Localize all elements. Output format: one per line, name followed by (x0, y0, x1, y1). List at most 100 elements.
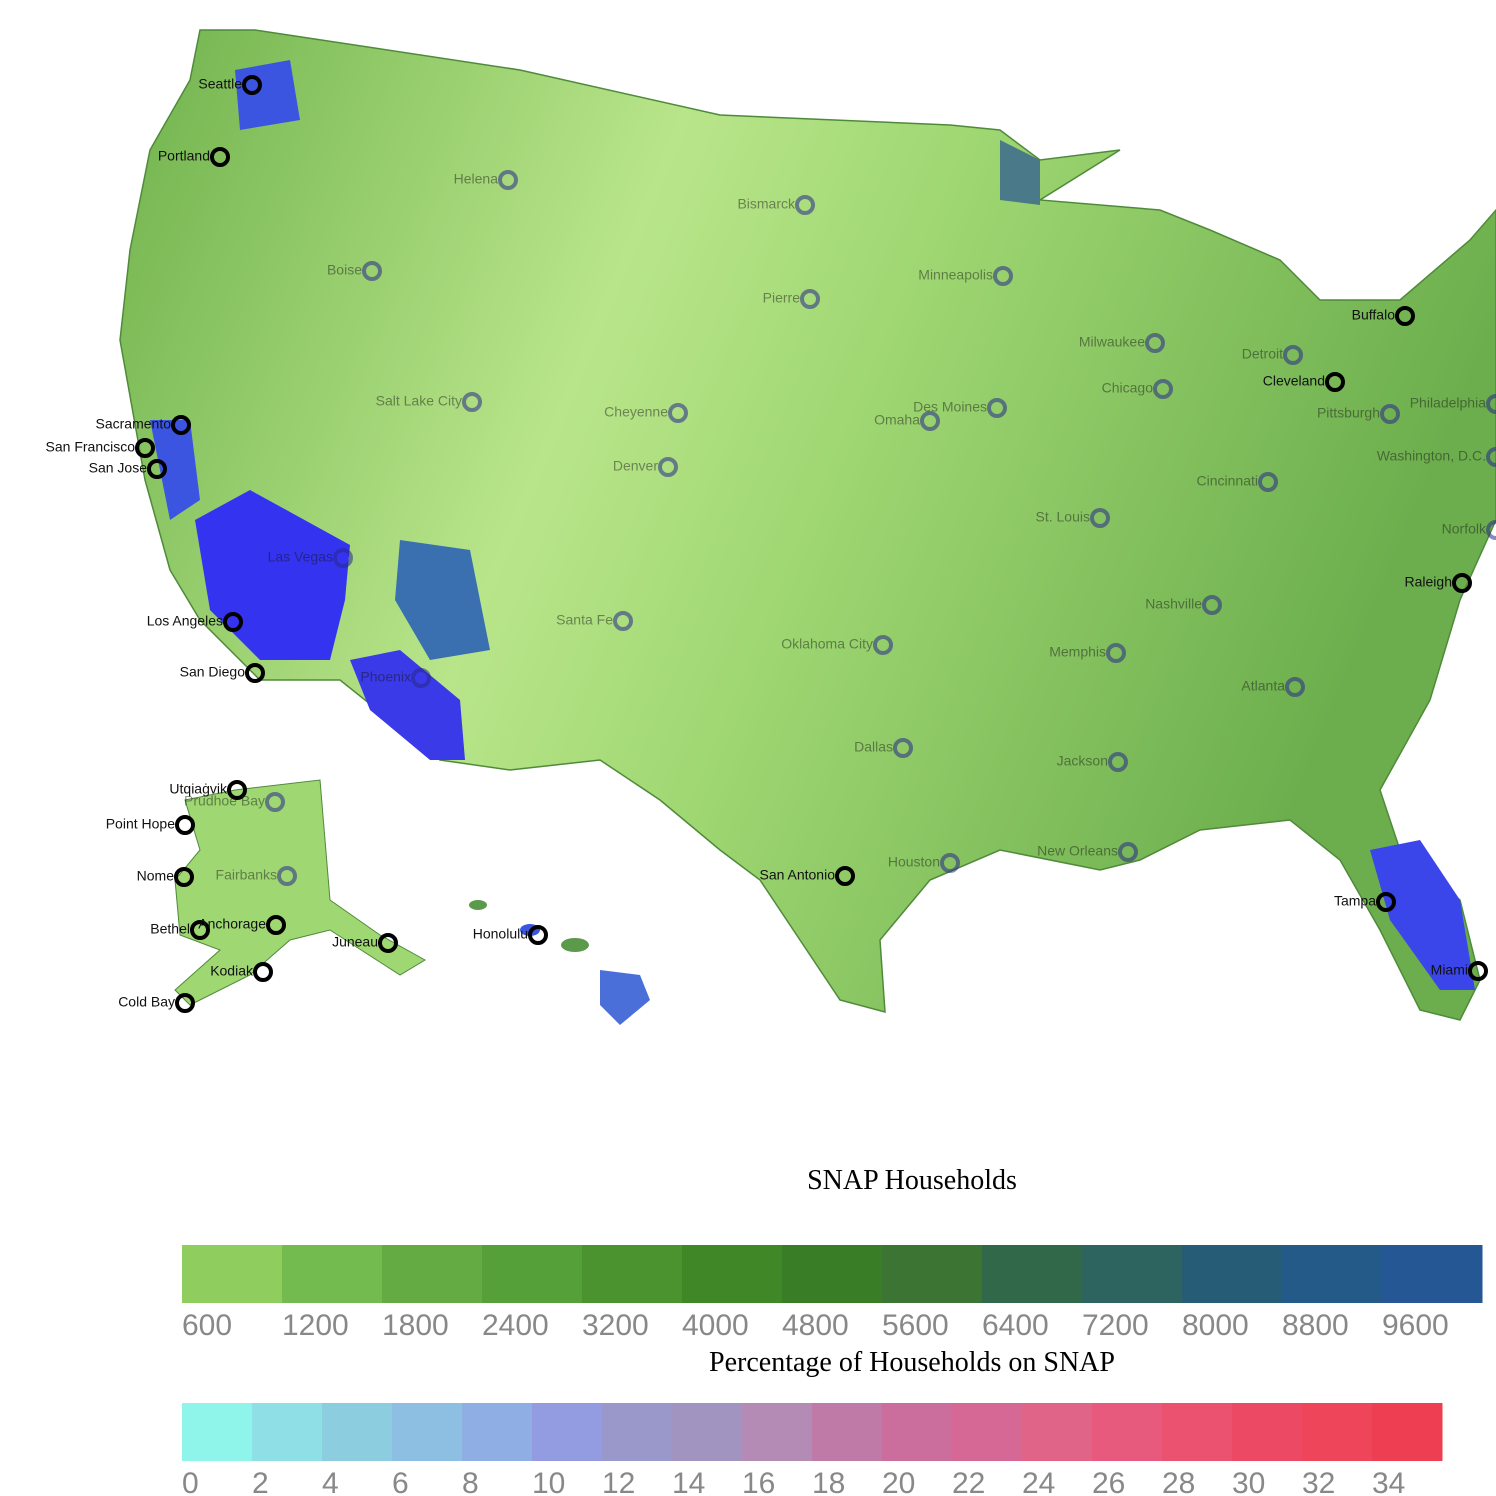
legend-swatch (602, 1403, 673, 1461)
legend-tick-label: 4000 (682, 1309, 749, 1342)
city-label: Miami (1431, 962, 1468, 978)
city-marker (174, 867, 194, 887)
city-marker (658, 457, 678, 477)
city-marker (613, 611, 633, 631)
legend-swatch (682, 1245, 783, 1303)
city-label: Portland (158, 148, 210, 164)
city-marker (993, 266, 1013, 286)
city-label: Nome (137, 868, 175, 884)
city-label: Atlanta (1241, 678, 1285, 694)
city-marker (253, 962, 273, 982)
city-marker (1090, 508, 1110, 528)
legend-tick-label: 4800 (782, 1309, 849, 1342)
legend-tick-label: 34 (1372, 1467, 1405, 1496)
city-marker (1395, 306, 1415, 326)
city-label: Las Vegas (268, 549, 333, 565)
city-marker (462, 392, 482, 412)
legend-tick-label: 12 (602, 1467, 635, 1496)
city-marker (873, 635, 893, 655)
city-marker (1486, 447, 1496, 467)
legend-tick-label: 10 (532, 1467, 565, 1496)
legend-tick-label: 30 (1232, 1467, 1265, 1496)
city-marker (1380, 404, 1400, 424)
city-marker (245, 663, 265, 683)
city-marker (1376, 892, 1396, 912)
city-marker (1285, 677, 1305, 697)
city-marker (1452, 573, 1472, 593)
city-label: Tampa (1334, 893, 1376, 909)
hawaii (469, 900, 487, 910)
legend-swatch (812, 1403, 883, 1461)
contiguous-us (119, 29, 1496, 1021)
city-label: Kodiak (210, 963, 254, 979)
legend-tick-label: 600 (182, 1309, 232, 1342)
city-marker (1202, 595, 1222, 615)
city-marker (835, 866, 855, 886)
legend-tick-label: 7200 (1082, 1309, 1149, 1342)
city-label: San Francisco (46, 439, 136, 455)
legend-tick-label: 0 (182, 1467, 199, 1496)
city-label: Santa Fe (556, 612, 613, 628)
city-label: Washington, D.C. (1377, 448, 1486, 464)
legend-tick-label: 1800 (382, 1309, 449, 1342)
city-marker (277, 866, 297, 886)
legend-tick-label: 26 (1092, 1467, 1125, 1496)
legend-tick-label: 6400 (982, 1309, 1049, 1342)
city-marker (333, 548, 353, 568)
legend-swatch (1382, 1245, 1483, 1303)
legend-swatch (1372, 1403, 1443, 1461)
legend-tick-label: 3200 (582, 1309, 649, 1342)
city-label: Anchorage (198, 916, 266, 932)
city-label: Minneapolis (918, 267, 993, 283)
city-marker (223, 612, 243, 632)
legend-swatch (252, 1403, 323, 1461)
legend-swatch (282, 1245, 383, 1303)
legend-title: Percentage of Households on SNAP (709, 1347, 1115, 1378)
legend-swatch (882, 1403, 953, 1461)
city-marker (1145, 333, 1165, 353)
legend-swatch (742, 1403, 813, 1461)
city-marker (1118, 842, 1138, 862)
high-snap-region (350, 650, 465, 760)
city-label: Denver (613, 458, 658, 474)
legend-tick-label: 4 (322, 1467, 339, 1496)
city-marker (498, 170, 518, 190)
legend-swatch (322, 1403, 393, 1461)
legend-tick-label: 32 (1302, 1467, 1335, 1496)
legend-swatch (1282, 1245, 1383, 1303)
legend-swatch (982, 1245, 1083, 1303)
legend-tick-label: 14 (672, 1467, 705, 1496)
legend-swatch (1182, 1245, 1283, 1303)
legend-tick-label: 24 (1022, 1467, 1055, 1496)
high-snap-region (1370, 840, 1475, 990)
city-label: Jackson (1057, 753, 1108, 769)
city-label: Memphis (1049, 644, 1106, 660)
city-marker (190, 920, 210, 940)
city-label: San Diego (180, 664, 246, 680)
city-label: Houston (888, 854, 940, 870)
legend-tick-label: 8800 (1282, 1309, 1349, 1342)
city-label: Pierre (763, 290, 801, 306)
legend-tick-label: 20 (882, 1467, 915, 1496)
legend-tick-label: 2400 (482, 1309, 549, 1342)
city-marker (940, 853, 960, 873)
city-marker (1486, 394, 1496, 414)
city-label: Oklahoma City (781, 636, 873, 652)
legend-swatch (382, 1245, 483, 1303)
map (119, 29, 1496, 1025)
city-label: Boise (327, 262, 362, 278)
legend-tick-label: 16 (742, 1467, 775, 1496)
legend-swatch (462, 1403, 533, 1461)
city-label: Philadelphia (1410, 395, 1486, 411)
city-marker (1153, 379, 1173, 399)
city-marker (795, 195, 815, 215)
city-label: Chicago (1102, 380, 1154, 396)
city-marker (266, 915, 286, 935)
legend-swatch (1022, 1403, 1093, 1461)
city-marker (378, 933, 398, 953)
city-label: Cleveland (1263, 373, 1325, 389)
city-label: Juneau (332, 934, 378, 950)
legend-tick-label: 28 (1162, 1467, 1195, 1496)
city-label: San Antonio (759, 867, 835, 883)
